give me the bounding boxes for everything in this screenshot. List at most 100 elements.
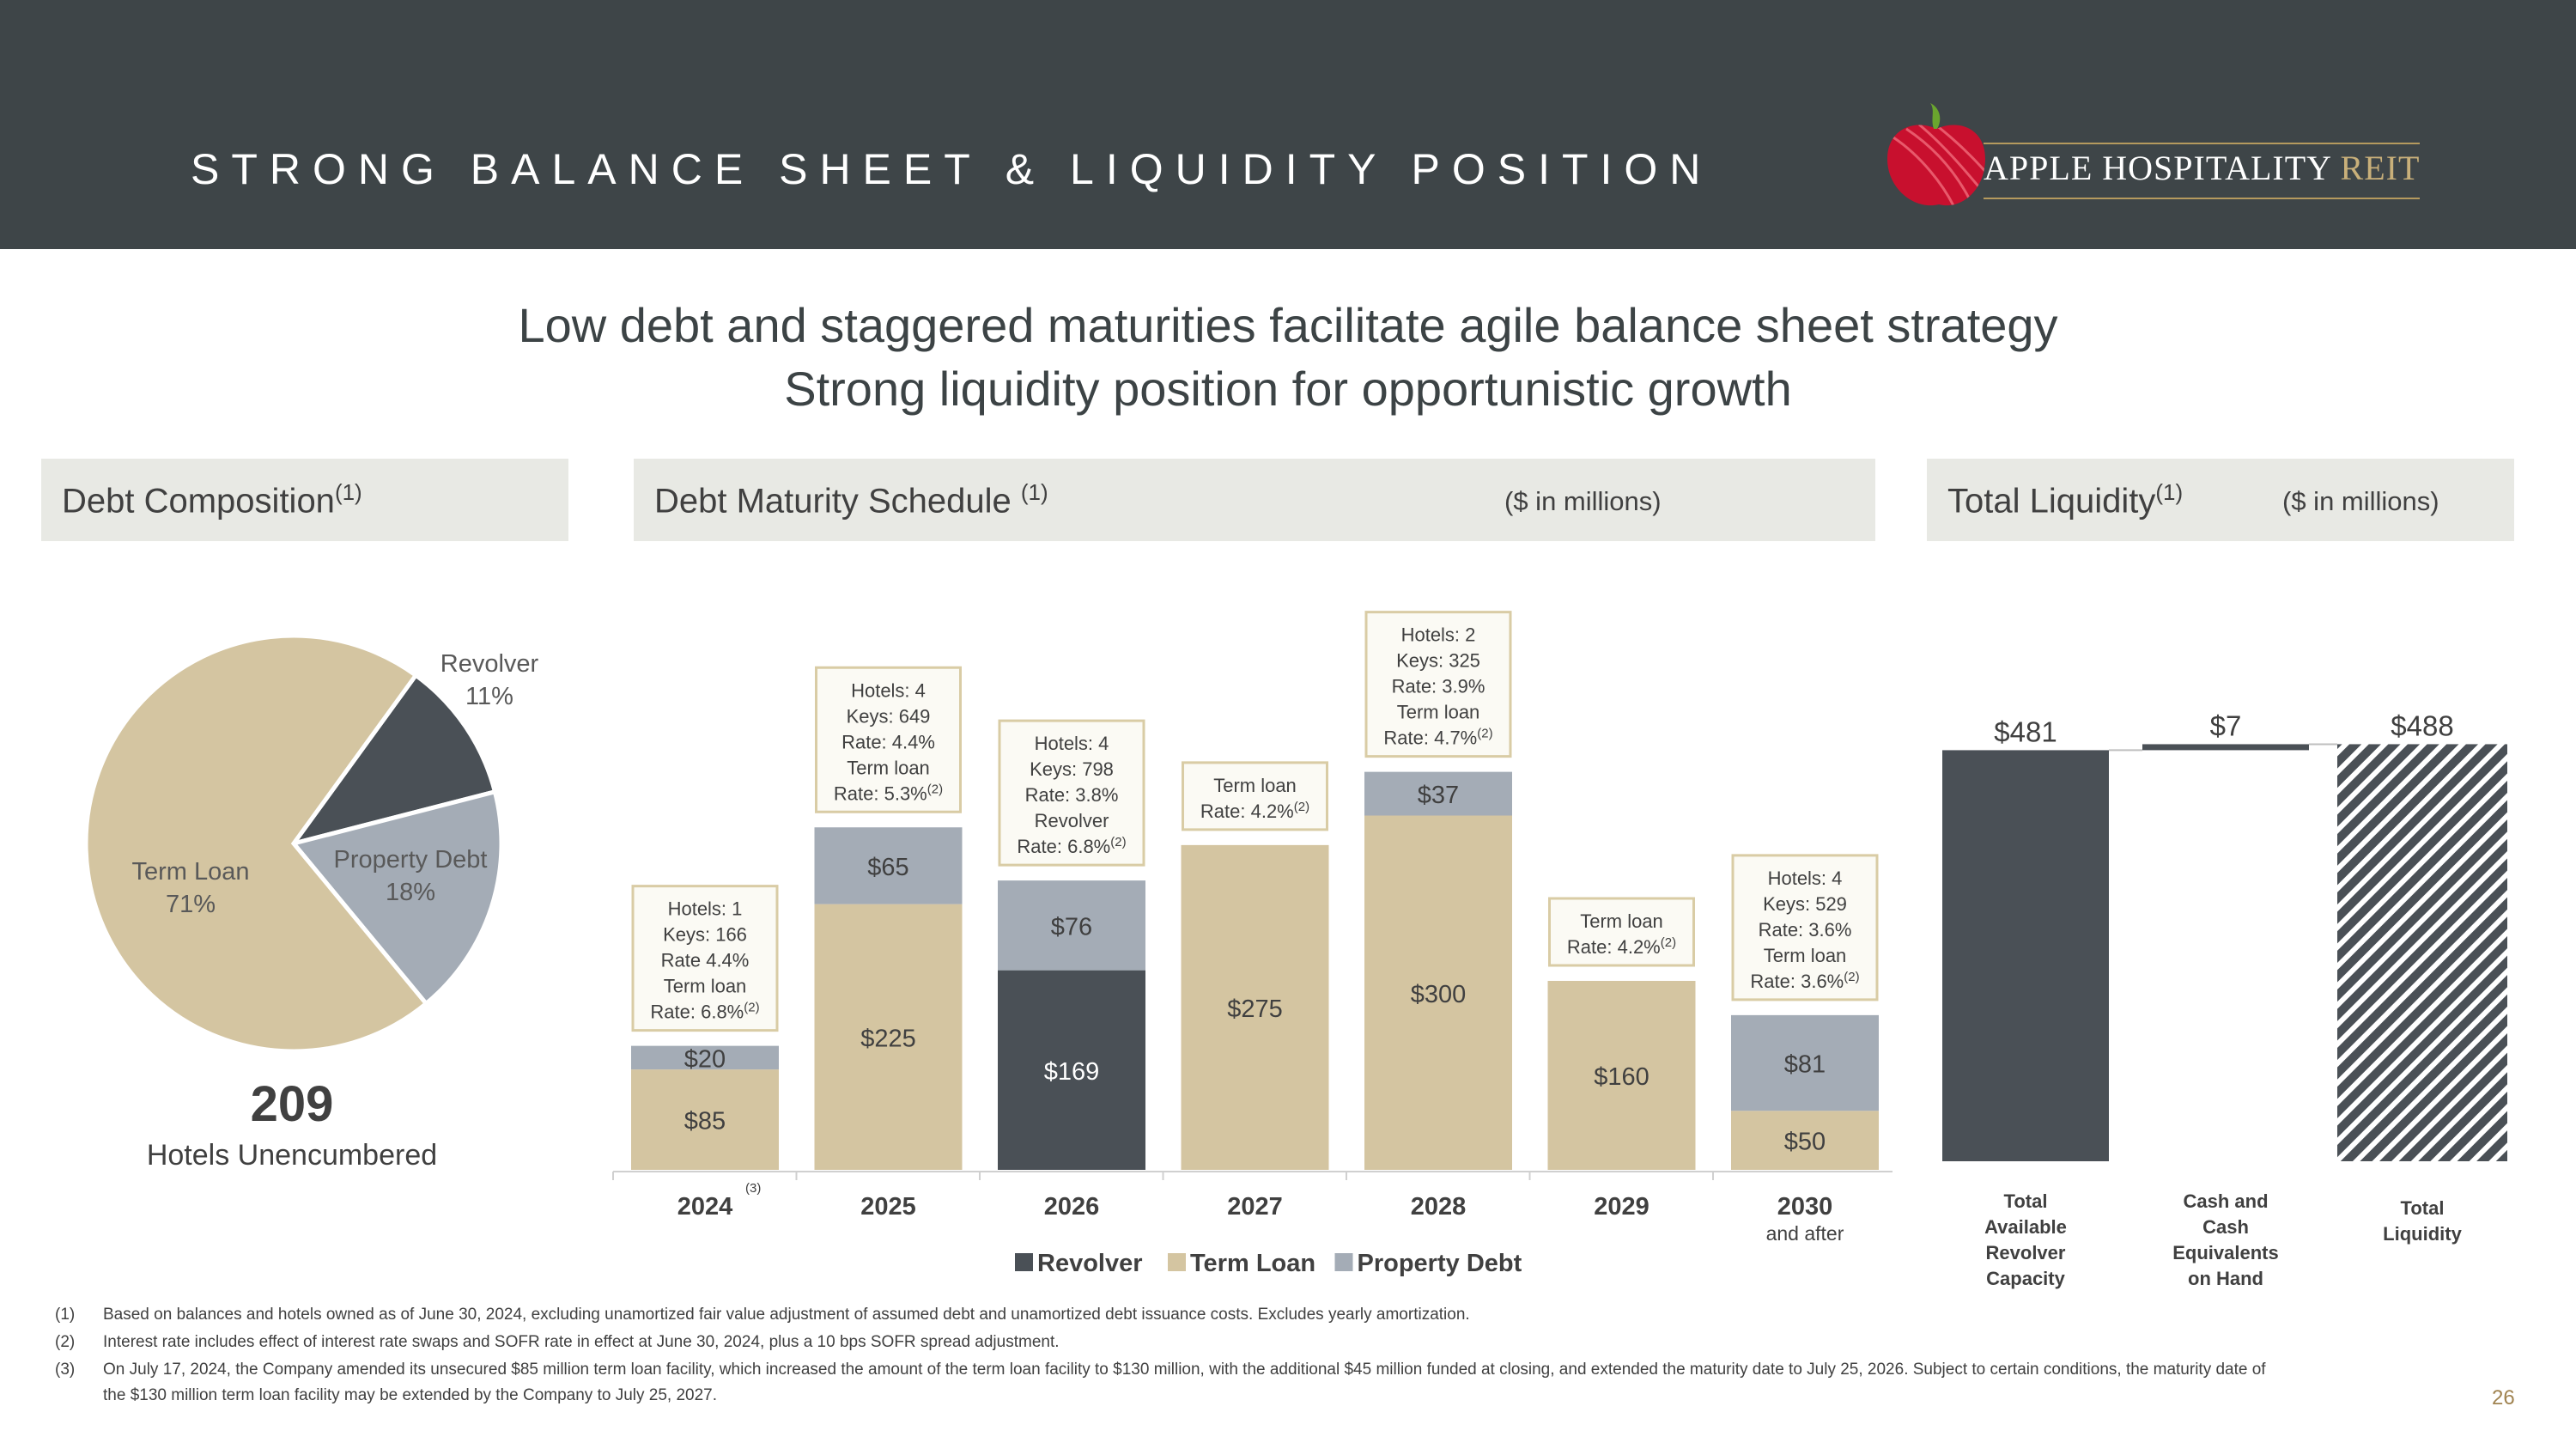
pie-slice-term-loan bbox=[83, 633, 429, 1054]
annotation-line-2029: Term loan bbox=[1580, 910, 1663, 932]
legend-label-property-debt: Property Debt bbox=[1358, 1250, 1522, 1277]
footnote-number: (1) bbox=[55, 1306, 76, 1324]
annotation-box-2029 bbox=[1548, 897, 1695, 967]
liquidity-bar-total-available-revolver-capacity bbox=[1942, 750, 2109, 1161]
bar-2030-property-debt bbox=[1731, 1014, 1879, 1111]
bar-label-2024-term-loan: $85 bbox=[684, 1108, 726, 1135]
liquidity-category-total-liquidity: Liquidity bbox=[2383, 1223, 2462, 1245]
debt-composition-title-text: Debt Composition bbox=[62, 482, 335, 521]
annotation-line-2027: Rate: 4.2%(2) bbox=[1200, 800, 1309, 822]
liquidity-value-cash-and-cash-equivalents-on-hand: $7 bbox=[2210, 709, 2242, 741]
annotation-line-2028: Term loan bbox=[1397, 702, 1480, 723]
footnote-text: Based on balances and hotels owned as of… bbox=[103, 1306, 1470, 1324]
annotation-line-2027: Term loan bbox=[1213, 775, 1297, 796]
annotation-line-2025: Keys: 649 bbox=[847, 705, 931, 727]
total-liquidity-header bbox=[1927, 459, 2514, 541]
annotation-line-2025: Hotels: 4 bbox=[851, 679, 926, 701]
total-liquidity-title: Total Liquidity(1) bbox=[1947, 479, 2183, 521]
annotation-2029: Term loan Rate: 4.2%(2) bbox=[1548, 897, 1695, 967]
bar-label-2030-property-debt: $81 bbox=[1784, 1051, 1826, 1079]
subtitle-line-1: Low debt and staggered maturities facili… bbox=[518, 298, 2058, 352]
annotation-box-2024 bbox=[631, 885, 779, 1032]
debt-maturity-units: ($ in millions) bbox=[1504, 486, 1662, 516]
annotation-line-2025: Rate: 5.3%(2) bbox=[834, 782, 943, 804]
debt-maturity-header bbox=[634, 459, 1875, 541]
total-liquidity-footnote-ref: (1) bbox=[2155, 479, 2184, 505]
annotation-line-2028: Rate: 4.7%(2) bbox=[1383, 727, 1492, 749]
x-tick-2027: 2027 bbox=[1227, 1193, 1283, 1221]
bar-label-2024-property-debt: $20 bbox=[684, 1045, 726, 1073]
total-liquidity-title-text: Total Liquidity bbox=[1947, 482, 2156, 521]
bar-label-2030-term-loan: $50 bbox=[1784, 1129, 1826, 1156]
bar-label-2025-term-loan: $225 bbox=[860, 1025, 916, 1052]
x-tick-2024: 2024 bbox=[677, 1193, 733, 1221]
liquidity-category-total-available-revolver-capacity: Total bbox=[2004, 1190, 2048, 1212]
liquidity-bar-total-liquidity bbox=[2337, 744, 2507, 1161]
bar-label-2026-revolver: $169 bbox=[1044, 1058, 1100, 1086]
bar-2029-term-loan bbox=[1547, 981, 1696, 1170]
bar-label-2026-property-debt: $76 bbox=[1051, 913, 1092, 941]
annotation-line-2024: Rate: 6.8%(2) bbox=[650, 1001, 759, 1023]
annotation-line-2028: Keys: 325 bbox=[1396, 650, 1480, 672]
annotation-2027: Term loan Rate: 4.2%(2) bbox=[1182, 761, 1328, 831]
logo-rule-bottom bbox=[1984, 198, 2420, 199]
annotation-line-2024: Hotels: 1 bbox=[668, 898, 743, 920]
logo-rule-top bbox=[1984, 143, 2420, 144]
bar-2028-term-loan bbox=[1364, 815, 1512, 1170]
pie-label-property-debt: Property Debt bbox=[334, 846, 488, 874]
liquidity-category-total-available-revolver-capacity: Revolver bbox=[1986, 1242, 2066, 1263]
annotation-box-2027 bbox=[1182, 761, 1328, 831]
footnote-text: On July 17, 2024, the Company amended it… bbox=[103, 1361, 2266, 1379]
liquidity-category-total-available-revolver-capacity: Available bbox=[1984, 1216, 2067, 1238]
x-tick-2028: 2028 bbox=[1411, 1193, 1467, 1221]
legend-label-term-loan: Term Loan bbox=[1190, 1250, 1315, 1277]
total-liquidity-chart: $481 Total Available Revolver Capacity $7 Cash… bbox=[1942, 709, 2507, 1289]
annotation-box-2026 bbox=[998, 719, 1145, 867]
bar-2026-property-debt bbox=[998, 880, 1145, 971]
bar-2025-property-debt bbox=[814, 827, 963, 904]
annotation-line-2024: Rate 4.4% bbox=[661, 950, 750, 971]
annotation-2025: Hotels: 4 Keys: 649 Rate: 4.4% Term loan Rat… bbox=[815, 666, 962, 813]
annotation-2024: Hotels: 1 Keys: 166 Rate 4.4% Term loan Rate… bbox=[631, 885, 779, 1032]
footnote-number: (2) bbox=[55, 1333, 76, 1351]
annotation-line-2028: Hotels: 2 bbox=[1401, 624, 1476, 646]
legend-swatch-revolver bbox=[1015, 1253, 1033, 1271]
footnote-text: Interest rate includes effect of interes… bbox=[103, 1333, 1060, 1351]
bar-label-2028-term-loan: $300 bbox=[1411, 981, 1467, 1008]
x-tick-2030: 2030 bbox=[1777, 1193, 1833, 1221]
bar-label-2025-property-debt: $65 bbox=[867, 854, 908, 881]
debt-maturity-title: Debt Maturity Schedule (1) bbox=[654, 479, 1048, 521]
pie-label-revolver: Revolver bbox=[440, 650, 539, 678]
debt-maturity-title-text: Debt Maturity Schedule bbox=[654, 482, 1012, 521]
pie-slice-revolver bbox=[288, 672, 498, 848]
annotation-line-2030: Rate: 3.6%(2) bbox=[1750, 970, 1859, 992]
liquidity-value-total-available-revolver-capacity: $481 bbox=[1994, 715, 2057, 747]
annotation-line-2025: Rate: 4.4% bbox=[841, 731, 935, 752]
liquidity-category-total-available-revolver-capacity: Capacity bbox=[1986, 1268, 2065, 1289]
annotation-line-2030: Rate: 3.6% bbox=[1759, 919, 1852, 941]
annotation-line-2028: Rate: 3.9% bbox=[1392, 676, 1485, 697]
liquidity-value-total-liquidity: $488 bbox=[2391, 709, 2453, 741]
debt-maturity-chart: $85 $20 Hotels: 1 Keys: 166 Rate 4.4% Term lo… bbox=[612, 611, 1893, 1277]
annotation-2026: Hotels: 4 Keys: 798 Rate: 3.8% Revolver Rate… bbox=[998, 719, 1145, 867]
debt-maturity-footnote-ref: (1) bbox=[1020, 479, 1048, 505]
debt-composition-title: Debt Composition(1) bbox=[62, 479, 362, 521]
pie-pct-revolver: 11% bbox=[465, 683, 513, 710]
debt-composition-footnote-ref: (1) bbox=[334, 479, 362, 505]
footnote-number: (3) bbox=[55, 1361, 76, 1379]
annotation-line-2030: Keys: 529 bbox=[1763, 893, 1847, 915]
annotation-box-2030 bbox=[1731, 854, 1879, 1002]
bar-2026-revolver bbox=[998, 970, 1145, 1170]
bar-2025-term-loan bbox=[814, 904, 963, 1170]
annotation-line-2025: Term loan bbox=[847, 757, 930, 778]
pie-slice-property-debt bbox=[289, 788, 504, 1007]
pie-label-term-loan: Term Loan bbox=[131, 858, 249, 886]
header-bar bbox=[0, 0, 2576, 249]
liquidity-bar-cash-and-cash-equivalents-on-hand bbox=[2142, 744, 2309, 751]
annotation-line-2030: Hotels: 4 bbox=[1768, 868, 1843, 889]
annotation-line-2029: Rate: 4.2%(2) bbox=[1567, 935, 1676, 958]
x-tick-2029: 2029 bbox=[1594, 1193, 1649, 1221]
annotation-line-2026: Hotels: 4 bbox=[1035, 733, 1109, 754]
bar-2030-term-loan bbox=[1731, 1111, 1879, 1170]
logo-accent-text: REIT bbox=[2340, 149, 2421, 187]
